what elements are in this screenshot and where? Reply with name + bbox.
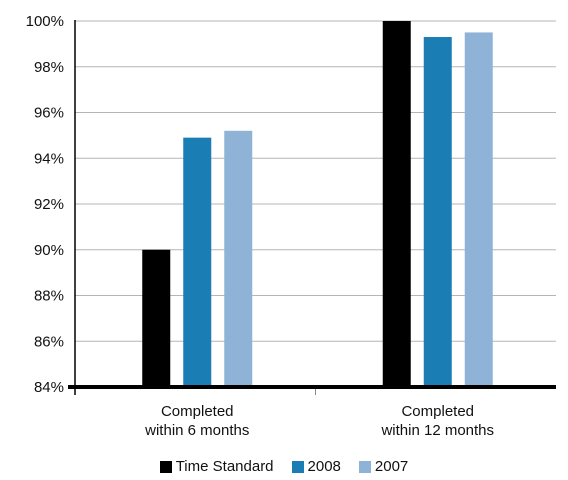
legend-label: 2008 [307, 458, 341, 475]
legend-item-2007: 2007 [358, 458, 409, 475]
bar [464, 32, 493, 387]
y-tick-label: 98% [34, 59, 64, 76]
legend-label: 2007 [374, 458, 409, 475]
x-tick-label: Completed within 12 months [380, 403, 494, 439]
y-tick-label: 94% [34, 150, 64, 167]
y-tick-label: 90% [34, 242, 64, 259]
bars [142, 21, 493, 388]
y-tick-label: 88% [34, 288, 64, 305]
legend-swatch [291, 460, 304, 473]
legend-item-2008: 2008 [291, 458, 341, 475]
x-tick-label: Completed within 6 months [144, 403, 249, 439]
x-axis-labels: Completed within 6 months Completed within … [144, 403, 494, 439]
bar [423, 37, 452, 387]
y-tick-label: 86% [34, 333, 64, 350]
legend-label: Time Standard [175, 458, 274, 475]
legend-swatch [159, 460, 172, 473]
bar-chart: 84% 86% 88% 90% 92% 94% 96% 98% 100% Completed wi… [26, 13, 556, 439]
y-tick-label: 96% [34, 105, 64, 122]
bar [224, 130, 253, 388]
legend-swatch [358, 460, 371, 473]
y-tick-label: 92% [34, 196, 64, 213]
y-axis-labels: 84% 86% 88% 90% 92% 94% 96% 98% 100% [26, 13, 64, 396]
bar [382, 21, 411, 387]
legend: Time Standard 2008 2007 [0, 458, 568, 475]
y-tick-label: 84% [34, 379, 64, 396]
bar [183, 137, 212, 387]
bar [142, 249, 171, 387]
y-tick-label: 100% [26, 13, 64, 30]
legend-item-time-standard: Time Standard [159, 458, 274, 475]
